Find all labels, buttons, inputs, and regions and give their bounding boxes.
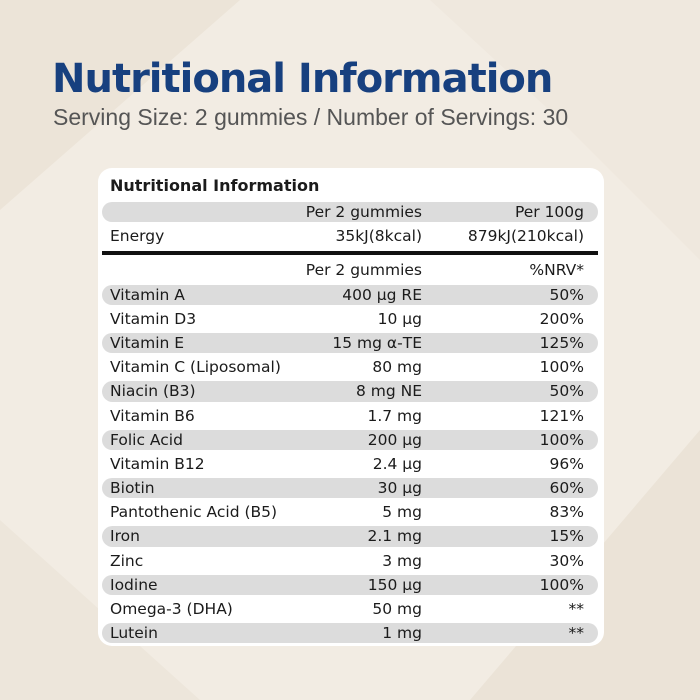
nutrient-amount: 8 mg NE bbox=[355, 382, 422, 401]
table-row: Vitamin E 15 mg α-TE 125% bbox=[102, 331, 598, 355]
table-row: Vitamin A 400 µg RE 50% bbox=[102, 283, 598, 307]
nutrient-amount: 10 µg bbox=[377, 309, 422, 328]
nutrient-name: Vitamin E bbox=[110, 333, 185, 352]
column-header: Per 100g bbox=[514, 203, 584, 221]
table-row: Pantothenic Acid (B5) 5 mg 83% bbox=[102, 500, 598, 524]
serving-info: Serving Size: 2 gummies / Number of Serv… bbox=[53, 104, 569, 130]
nutrient-amount: 80 mg bbox=[372, 358, 422, 377]
nutrient-nrv: 50% bbox=[549, 285, 584, 304]
table-title: Nutritional Information bbox=[110, 176, 320, 195]
nutrient-nrv: 15% bbox=[549, 527, 584, 546]
nutrient-name: Biotin bbox=[110, 479, 155, 498]
nutrient-nrv: 200% bbox=[539, 309, 584, 328]
nutrient-nrv: ** bbox=[568, 624, 585, 643]
nutrient-amount: 5 mg bbox=[382, 503, 422, 522]
nutrient-nrv: 100% bbox=[539, 575, 584, 594]
nutrient-nrv: 121% bbox=[539, 406, 584, 425]
nutrient-nrv: 30% bbox=[549, 551, 584, 570]
table-row: Niacin (B3) 8 mg NE 50% bbox=[102, 379, 598, 403]
nutrient-amount: 3 mg bbox=[382, 551, 422, 570]
table-row: Vitamin B12 2.4 µg 96% bbox=[102, 452, 598, 476]
page-title: Nutritional Information bbox=[52, 56, 553, 102]
nutrient-name: Pantothenic Acid (B5) bbox=[110, 503, 278, 522]
nutrient-nrv: 60% bbox=[549, 479, 584, 498]
nutrient-amount: 1.7 mg bbox=[367, 406, 422, 425]
nutrient-amount: 400 µg RE bbox=[342, 285, 422, 304]
nutrient-amount: 2.4 µg bbox=[372, 454, 422, 473]
column-header: Per 2 gummies bbox=[305, 261, 422, 280]
nutrient-name: Niacin (B3) bbox=[110, 382, 196, 401]
table-row: Iodine 150 µg 100% bbox=[102, 573, 598, 597]
nutrient-name: Iron bbox=[110, 527, 140, 546]
nutrient-amount: 15 mg α-TE bbox=[332, 333, 422, 352]
nutrition-table: Per 2 gummies Per 100g Energy 35kJ(8kcal… bbox=[102, 200, 598, 645]
table-row: Vitamin C (Liposomal) 80 mg 100% bbox=[102, 355, 598, 379]
nutrient-name: Zinc bbox=[110, 551, 144, 570]
column-header: Per 2 gummies bbox=[305, 203, 422, 221]
nutrient-nrv: 50% bbox=[549, 382, 584, 401]
nutrient-nrv: 125% bbox=[539, 333, 584, 352]
nutrient-name: Vitamin D3 bbox=[110, 309, 197, 328]
table-divider bbox=[102, 251, 598, 256]
nutrient-amount: 2.1 mg bbox=[367, 527, 422, 546]
nutrient-nrv: 96% bbox=[549, 454, 584, 473]
vitamins-header-row: Per 2 gummies %NRV* bbox=[102, 258, 598, 282]
nutrient-name: Iodine bbox=[110, 575, 158, 594]
table-row: Lutein 1 mg ** bbox=[102, 621, 598, 645]
nutrient-nrv: 83% bbox=[549, 503, 584, 522]
energy-per-serving: 35kJ(8kcal) bbox=[335, 227, 422, 246]
nutrient-name: Vitamin A bbox=[110, 285, 185, 304]
energy-label: Energy bbox=[110, 227, 165, 246]
energy-row: Energy 35kJ(8kcal) 879kJ(210kcal) bbox=[102, 224, 598, 248]
table-row: Iron 2.1 mg 15% bbox=[102, 524, 598, 548]
nutrient-amount: 30 µg bbox=[377, 479, 422, 498]
nutrition-card: Nutritional Information Per 2 gummies Pe… bbox=[98, 168, 604, 646]
nutrient-nrv: ** bbox=[568, 600, 585, 618]
nutrient-name: Vitamin C (Liposomal) bbox=[110, 358, 281, 377]
column-header: %NRV* bbox=[529, 261, 584, 280]
energy-per-100g: 879kJ(210kcal) bbox=[467, 227, 584, 246]
nutrient-amount: 50 mg bbox=[372, 600, 422, 618]
nutrient-name: Lutein bbox=[110, 624, 158, 643]
table-row: Folic Acid 200 µg 100% bbox=[102, 428, 598, 452]
nutrient-amount: 1 mg bbox=[382, 624, 422, 643]
nutrient-amount: 150 µg bbox=[367, 575, 422, 594]
nutrient-name: Vitamin B6 bbox=[110, 406, 195, 425]
nutrient-name: Vitamin B12 bbox=[110, 454, 205, 473]
nutrient-nrv: 100% bbox=[539, 430, 584, 449]
nutrient-name: Folic Acid bbox=[110, 430, 183, 449]
table-row: Zinc 3 mg 30% bbox=[102, 549, 598, 573]
nutrient-amount: 200 µg bbox=[367, 430, 422, 449]
table-row: Vitamin B6 1.7 mg 121% bbox=[102, 404, 598, 428]
nutrient-nrv: 100% bbox=[539, 358, 584, 377]
table-row: Biotin 30 µg 60% bbox=[102, 476, 598, 500]
energy-header-row: Per 2 gummies Per 100g bbox=[102, 200, 598, 224]
table-row: Vitamin D3 10 µg 200% bbox=[102, 307, 598, 331]
nutrient-name: Omega-3 (DHA) bbox=[110, 600, 233, 618]
table-row: Omega-3 (DHA) 50 mg ** bbox=[102, 597, 598, 621]
nutrient-rows: Vitamin A 400 µg RE 50% Vitamin D3 10 µg 200%… bbox=[102, 283, 598, 646]
